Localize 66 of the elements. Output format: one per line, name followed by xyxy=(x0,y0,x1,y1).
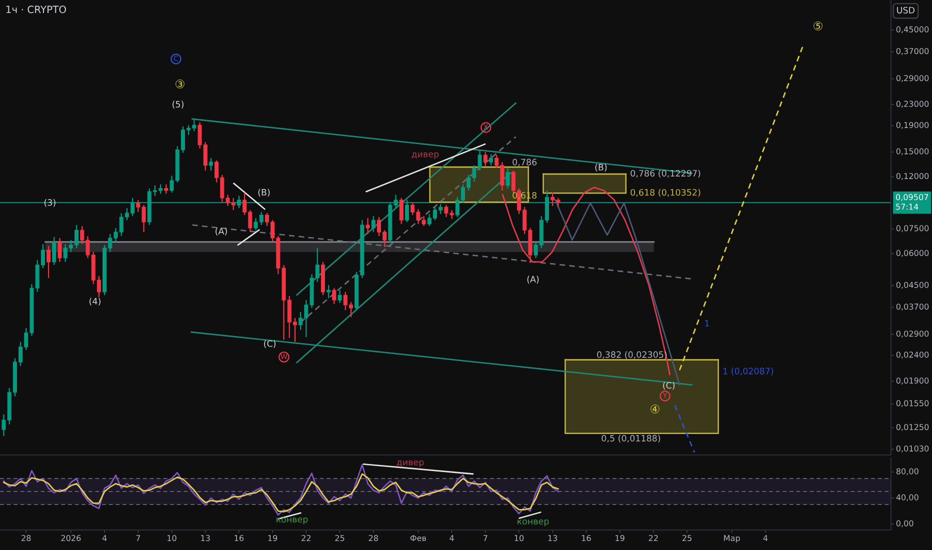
x-tick-label: 22 xyxy=(648,535,658,541)
x-tick-label: 10 xyxy=(168,535,176,542)
annotation: дивер xyxy=(412,152,439,160)
y-tick-label: 0,37000 xyxy=(896,48,929,55)
x-tick-label: 16 xyxy=(234,535,244,542)
x-tick-label: 4 xyxy=(450,535,454,541)
x-tick-label: 28 xyxy=(22,535,31,542)
y-tick-label: 0,04500 xyxy=(896,282,929,289)
annotation: (A) xyxy=(216,228,227,236)
annotation: 0,5 (0,01188) xyxy=(602,434,660,443)
y-tick-label: 0,02900 xyxy=(896,330,929,338)
x-tick-label: 4 xyxy=(102,535,107,541)
x-tick-label: 19 xyxy=(268,535,278,542)
annotation: 0,786 (0,12297) xyxy=(630,170,700,178)
x-tick-label: 25 xyxy=(682,535,692,542)
annotation: ⑤ xyxy=(814,22,822,30)
text: USD xyxy=(897,6,915,14)
y-tick-label: 0,07500 xyxy=(896,225,929,232)
y-tick-label: 0,45000 xyxy=(896,26,929,34)
annotation: 1 (0,02087) xyxy=(723,368,774,376)
y-tick-label: 0,01030 xyxy=(896,445,929,452)
x-tick-label: Фев xyxy=(410,535,426,542)
annotation: ③ xyxy=(176,80,184,88)
y-tick-label: 0,19000 xyxy=(896,122,929,129)
annotation: (4) xyxy=(90,298,100,306)
y-tick-label: 0,01900 xyxy=(896,378,929,384)
x-tick-label: 22 xyxy=(302,535,310,541)
annotation: конвер xyxy=(276,518,308,524)
x-tick-label: 28 xyxy=(368,535,378,542)
y-tick-label: 80,00 xyxy=(896,468,918,476)
annotation: 0,618 (0,10352) xyxy=(630,188,700,197)
y-tick-label: 40,00 xyxy=(896,494,918,502)
x-tick-label: 19 xyxy=(616,535,624,542)
y-tick-label: 0,01550 xyxy=(896,400,929,408)
x-tick-label: 10 xyxy=(514,535,524,542)
annotation: ④ xyxy=(650,404,660,414)
annotation: (5) xyxy=(172,100,184,109)
annotation: 0,786 xyxy=(512,158,537,166)
y-tick-label: 0,15000 xyxy=(896,148,929,156)
x-tick-label: Мар xyxy=(724,535,740,543)
y-tick-label: 0,01250 xyxy=(896,424,929,431)
annotation: конвер xyxy=(518,520,549,526)
x-tick-label: 25 xyxy=(335,535,344,542)
x-tick-label: 4 xyxy=(763,535,768,541)
y-tick-label: 0,29000 xyxy=(896,75,929,82)
x-tick-label: 2026 xyxy=(61,535,81,542)
y-tick-label: 0,00 xyxy=(896,520,914,528)
x-tick-label: 7 xyxy=(484,535,488,541)
y-tick-label: 0,23000 xyxy=(896,100,929,108)
annotation: (B) xyxy=(595,164,607,172)
y-tick-label: 0,03700 xyxy=(896,304,929,310)
y-tick-label: 0,12000 xyxy=(896,172,929,180)
x-tick-label: 7 xyxy=(136,535,140,541)
x-tick-label: 13 xyxy=(201,535,210,542)
chart-title: 1ч · CRYPTO xyxy=(6,6,66,14)
x-tick-label: 16 xyxy=(582,535,591,542)
y-tick-label: 0,02400 xyxy=(896,352,929,359)
ref-line-label: 0,09507 57:14 xyxy=(896,194,928,210)
annotation: (C) xyxy=(264,340,276,348)
y-tick-label: 0,06000 xyxy=(896,250,929,257)
annotation: (C) xyxy=(663,382,675,390)
annotation: дивер xyxy=(396,460,424,468)
annotation: (B) xyxy=(258,188,270,197)
annotation: (A) xyxy=(527,276,539,284)
x-tick-label: 13 xyxy=(548,535,558,542)
annotation: 1 xyxy=(705,320,709,326)
